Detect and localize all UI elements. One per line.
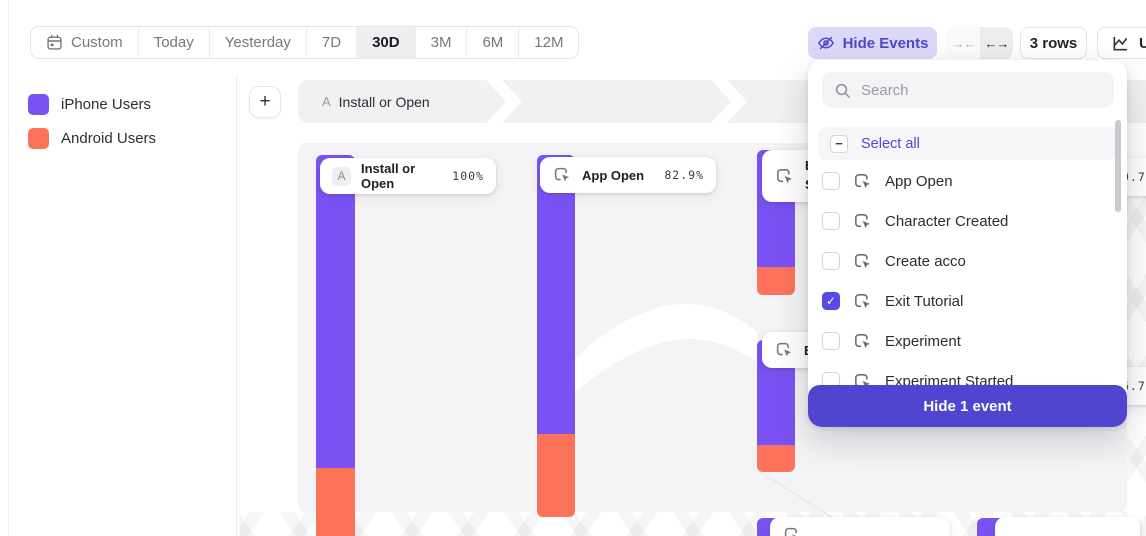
event-icon: [554, 167, 570, 182]
funnel-bar-step1: [316, 155, 355, 536]
funnel-bar-step2: [537, 155, 575, 517]
rows-setting-button[interactable]: 3 rows: [1020, 27, 1087, 59]
expand-columns-icon[interactable]: ←→: [980, 27, 1013, 59]
step-label: App Open: [582, 167, 645, 183]
date-range-30d[interactable]: 30D: [357, 27, 416, 58]
chart-watermark-pattern: [1127, 196, 1146, 536]
step-conversion-value: 9.7%: [1122, 170, 1146, 184]
funnel-step-card-install-or-open[interactable]: A Install or Open 100%: [320, 158, 496, 194]
step-conversion-value: 6.7%: [1122, 379, 1146, 393]
add-step-button[interactable]: +: [249, 86, 281, 118]
step-name: Install or Open: [338, 93, 430, 110]
event-icon: [855, 253, 871, 268]
step-label: Install or Open: [361, 161, 416, 191]
users-metric-label: U: [1139, 34, 1146, 52]
date-range-custom[interactable]: Custom: [31, 27, 139, 58]
funnel-step-card-row3-b[interactable]: [995, 517, 1140, 536]
date-range-7d[interactable]: 7D: [307, 27, 358, 58]
date-range-6m[interactable]: 6M: [467, 27, 520, 58]
date-range-label: Custom: [71, 34, 123, 51]
android-users-swatch: [28, 128, 49, 149]
legend-chart-divider: [236, 75, 237, 536]
step-prefix: A: [322, 94, 331, 109]
event-icon: [777, 168, 793, 183]
users-metric-button[interactable]: U: [1097, 27, 1146, 59]
event-icon: [855, 213, 871, 228]
dropdown-scrollbar[interactable]: [1115, 120, 1121, 212]
hide-events-label: Hide Events: [842, 34, 929, 52]
event-icon: [855, 333, 871, 348]
collapse-columns-icon[interactable]: →←: [947, 27, 980, 59]
checkbox-unchecked[interactable]: [822, 332, 840, 350]
calendar-icon: [47, 34, 62, 50]
chevron-right-icon: [486, 80, 522, 123]
event-icon: [855, 173, 871, 188]
checkbox-unchecked[interactable]: [822, 172, 840, 190]
select-all-checkbox[interactable]: −: [830, 134, 848, 153]
step-conversion-value: 82.9%: [664, 168, 704, 182]
eye-off-icon: [817, 36, 834, 50]
breadcrumb-step-install-or-open[interactable]: A Install or Open: [322, 80, 430, 123]
event-icon: [855, 293, 871, 308]
event-option-app-open[interactable]: App Open: [822, 161, 1112, 201]
search-input[interactable]: [861, 81, 1102, 99]
event-option-exit-tutorial[interactable]: ✓ Exit Tutorial: [822, 281, 1112, 321]
event-search[interactable]: [822, 72, 1114, 108]
hide-events-dropdown: − Select all App Open Character Created …: [808, 60, 1127, 427]
event-option-create-acco[interactable]: Create acco: [822, 241, 1112, 281]
date-range-yesterday[interactable]: Yesterday: [210, 27, 307, 58]
date-range-12m[interactable]: 12M: [534, 34, 564, 51]
step-letter-badge: A: [332, 166, 351, 186]
legend-item-android-users[interactable]: Android Users: [28, 127, 156, 150]
date-range-control: Custom Today Yesterday 7D 30D 3M 6M 12M: [30, 26, 580, 59]
checkbox-unchecked[interactable]: [822, 212, 840, 230]
event-icon: [776, 342, 792, 357]
breakdown-legend: iPhone Users Android Users: [28, 93, 156, 161]
checkbox-checked[interactable]: ✓: [822, 292, 840, 310]
step-conversion-value: 100%: [452, 169, 484, 183]
search-icon: [835, 83, 850, 98]
hide-events-button[interactable]: Hide Events: [808, 27, 937, 59]
iphone-users-swatch: [28, 94, 49, 115]
event-icon: [784, 527, 797, 536]
line-chart-icon: [1113, 36, 1128, 50]
date-range-3m[interactable]: 3M: [416, 27, 468, 58]
chevron-right-icon: [711, 80, 747, 123]
column-width-control: →← ←→: [947, 27, 1013, 59]
funnel-step-card-app-open[interactable]: App Open 82.9%: [540, 157, 716, 193]
select-all-row[interactable]: − Select all: [818, 127, 1117, 160]
hide-selected-events-button[interactable]: Hide 1 event: [808, 385, 1127, 427]
date-range-today[interactable]: Today: [139, 27, 210, 58]
checkbox-unchecked[interactable]: [822, 252, 840, 270]
event-option-experiment[interactable]: Experiment: [822, 321, 1112, 361]
legend-item-iphone-users[interactable]: iPhone Users: [28, 93, 156, 116]
funnel-step-card-row3-a[interactable]: [770, 517, 950, 536]
left-edge-divider: [8, 0, 9, 536]
event-option-character-created[interactable]: Character Created: [822, 201, 1112, 241]
